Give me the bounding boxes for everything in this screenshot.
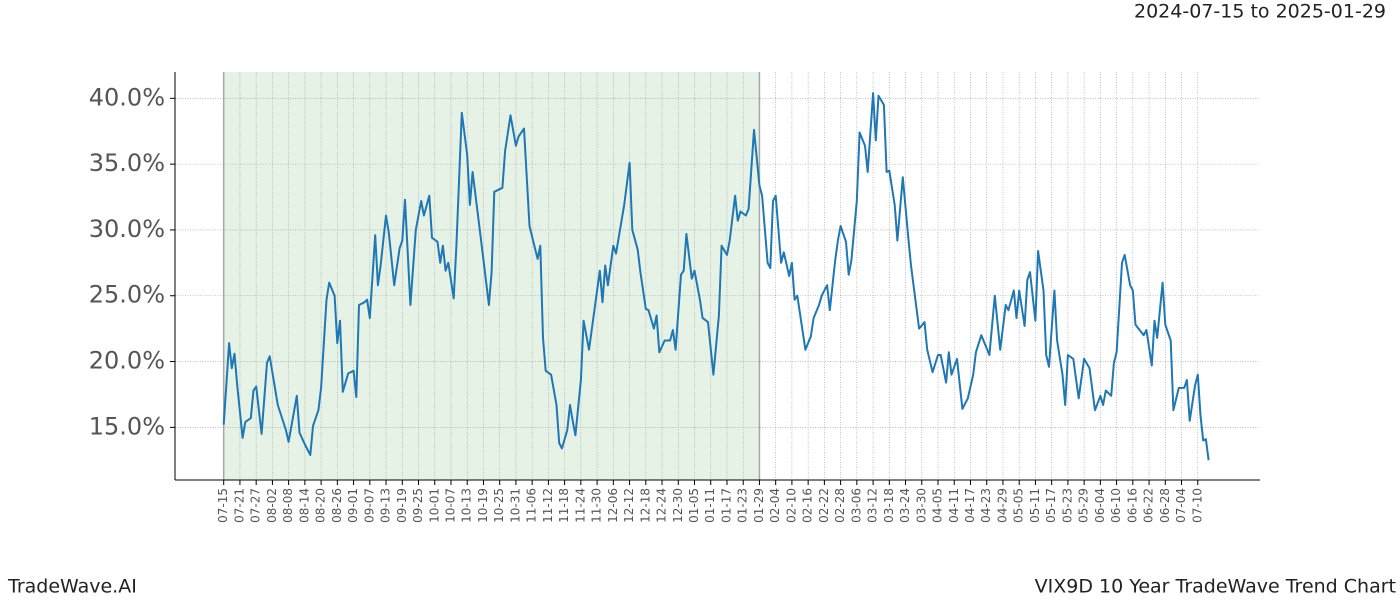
- x-tick-label: 10-19: [476, 488, 490, 523]
- x-tick-label: 12-18: [638, 488, 652, 523]
- x-tick-label: 10-13: [460, 488, 474, 523]
- x-tick-label: 05-17: [1044, 488, 1058, 523]
- x-tick-label: 10-25: [492, 488, 506, 523]
- chart-title: VIX9D 10 Year TradeWave Trend Chart: [1035, 576, 1396, 598]
- x-tick-label: 08-26: [330, 488, 344, 523]
- x-tick-label: 10-07: [443, 488, 457, 523]
- x-tick-label: 12-12: [622, 488, 636, 523]
- y-tick-label: 15.0%: [89, 412, 165, 440]
- x-tick-label: 05-29: [1077, 488, 1091, 523]
- y-tick-label: 35.0%: [89, 149, 165, 177]
- x-tick-label: 02-22: [817, 488, 831, 523]
- x-tick-label: 07-04: [1174, 488, 1188, 523]
- y-tick-label: 20.0%: [89, 347, 165, 375]
- x-tick-label: 10-01: [427, 488, 441, 523]
- x-tick-label: 09-07: [362, 488, 376, 523]
- x-tick-label: 02-10: [784, 488, 798, 523]
- x-tick-label: 02-28: [833, 488, 847, 523]
- x-tick-label: 01-23: [736, 488, 750, 523]
- x-tick-label: 04-29: [995, 488, 1009, 523]
- x-tick-label: 06-28: [1158, 488, 1172, 523]
- x-tick-label: 01-05: [687, 488, 701, 523]
- x-tick-label: 05-05: [1012, 488, 1026, 523]
- x-tick-label: 08-08: [281, 488, 295, 523]
- x-tick-label: 01-29: [752, 488, 766, 523]
- x-tick-label: 06-22: [1142, 488, 1156, 523]
- x-tick-label: 04-05: [931, 488, 945, 523]
- x-tick-label: 01-11: [703, 488, 717, 523]
- x-tick-label: 05-11: [1028, 488, 1042, 523]
- x-tick-label: 11-12: [541, 488, 555, 523]
- x-tick-label: 06-16: [1125, 488, 1139, 523]
- y-tick-label: 25.0%: [89, 281, 165, 309]
- trend-line: [222, 92, 1210, 461]
- y-tick-label: 30.0%: [89, 215, 165, 243]
- x-tick-label: 02-16: [801, 488, 815, 523]
- x-tick-label: 03-06: [849, 488, 863, 523]
- x-tick-label: 12-06: [606, 488, 620, 523]
- x-tick-label: 12-30: [671, 488, 685, 523]
- x-tick-label: 05-23: [1060, 488, 1074, 523]
- x-tick-label: 03-12: [866, 488, 880, 523]
- x-tick-label: 04-23: [979, 488, 993, 523]
- x-tick-label: 04-17: [963, 488, 977, 523]
- x-tick-label: 06-04: [1093, 488, 1107, 523]
- x-tick-label: 01-17: [719, 488, 733, 523]
- x-tick-label: 07-10: [1190, 488, 1204, 523]
- x-tick-label: 10-31: [508, 488, 522, 523]
- x-tick-label: 03-24: [898, 488, 912, 523]
- x-tick-label: 12-24: [655, 488, 669, 523]
- x-tick-label: 06-10: [1109, 488, 1123, 523]
- x-tick-label: 09-01: [346, 488, 360, 523]
- x-tick-label: 11-18: [557, 488, 571, 523]
- y-tick-label: 40.0%: [89, 83, 165, 111]
- x-tick-label: 11-30: [590, 488, 604, 523]
- x-tick-label: 07-15: [216, 488, 230, 523]
- x-tick-label: 11-06: [525, 488, 539, 523]
- x-tick-label: 08-20: [314, 488, 328, 523]
- x-tick-label: 11-24: [573, 488, 587, 523]
- x-tick-label: 08-14: [297, 488, 311, 523]
- x-tick-label: 03-30: [914, 488, 928, 523]
- brand: TradeWave.AI: [7, 576, 137, 598]
- x-tick-label: 04-11: [947, 488, 961, 523]
- date-range: 2024-07-15 to 2025-01-29: [1134, 1, 1386, 23]
- x-tick-label: 09-25: [411, 488, 425, 523]
- x-tick-label: 07-27: [249, 488, 263, 523]
- x-tick-label: 07-21: [232, 488, 246, 523]
- x-tick-label: 03-18: [882, 488, 896, 523]
- x-tick-label: 08-02: [265, 488, 279, 523]
- x-tick-label: 09-13: [379, 488, 393, 523]
- x-tick-label: 02-04: [768, 488, 782, 523]
- x-tick-label: 09-19: [395, 488, 409, 523]
